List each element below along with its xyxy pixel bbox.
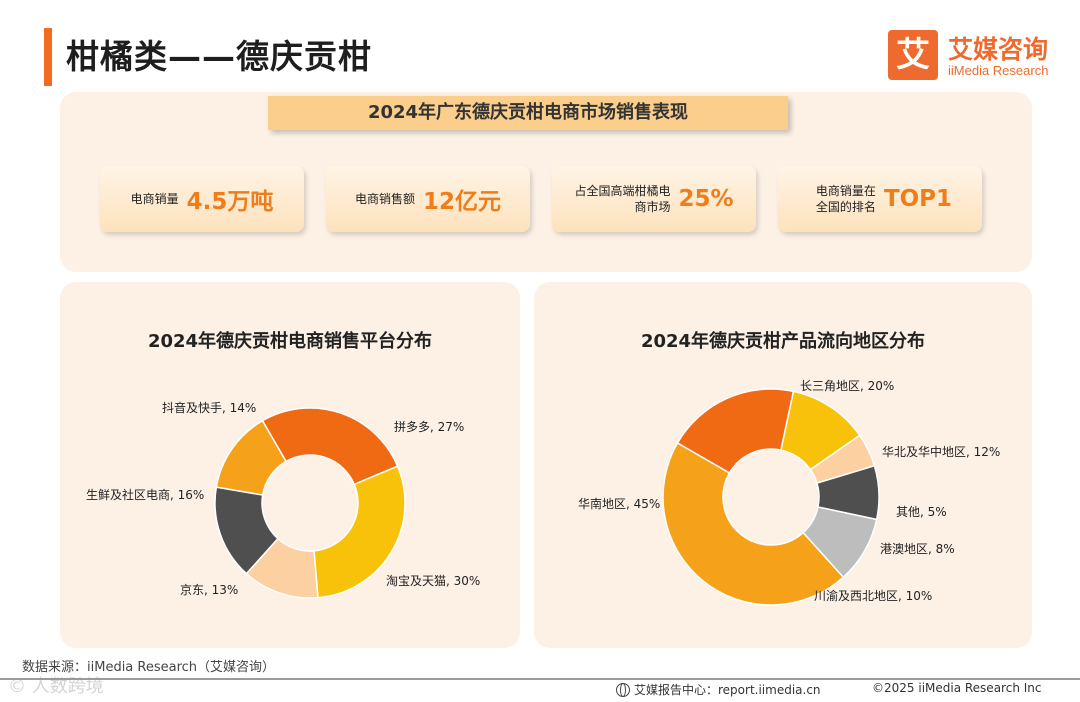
stat-card-volume: 电商销量 4.5万吨	[100, 166, 304, 232]
stat-label: 占全国高端柑橘电商市场	[574, 184, 671, 214]
donut-slice-拼多多	[261, 407, 399, 486]
data-source: 数据来源：iiMedia Research（艾媒咨询）	[22, 660, 276, 675]
footer-report-center: 艾媒报告中心：report.iimedia.cn	[616, 681, 821, 698]
slice-label: 京东, 13%	[180, 583, 238, 597]
chart-title: 2024年德庆贡柑电商销售平台分布	[147, 331, 433, 352]
slice-label: 其他, 5%	[896, 505, 947, 519]
slice-label: 港澳地区, 8%	[880, 542, 955, 556]
stat-label: 电商销量	[130, 192, 179, 206]
stat-value: 12亿元	[423, 189, 502, 215]
logo-mark: 艾	[888, 30, 938, 80]
slice-label: 川渝及西北地区, 10%	[814, 588, 932, 603]
stat-label: 电商销售额	[354, 192, 415, 206]
stat-value: TOP1	[883, 186, 953, 212]
watermark: © 人数跨境	[8, 676, 104, 697]
donut-slice-华南地区	[662, 441, 845, 606]
stat-card-ranking: 电商销量在全国的排名 TOP1	[778, 166, 982, 232]
slice-label: 生鲜及社区电商, 16%	[86, 487, 204, 502]
logo-name-cn: 艾媒咨询	[948, 35, 1049, 64]
stat-card-market-share: 占全国高端柑橘电商市场 25%	[552, 166, 756, 232]
slice-label: 华北及华中地区, 12%	[882, 444, 1000, 459]
chart-title: 2024年德庆贡柑产品流向地区分布	[640, 331, 926, 352]
donut-slice-抖音及快手	[215, 419, 288, 496]
footer-copyright: ©2025 iiMedia Research Inc	[872, 681, 1042, 695]
footer-divider	[0, 678, 1080, 680]
slice-label: 抖音及快手, 14%	[162, 400, 256, 415]
title-accent-bar	[44, 28, 52, 86]
stat-value: 4.5万吨	[186, 189, 274, 215]
summary-banner: 2024年广东德庆贡柑电商市场销售表现	[268, 96, 788, 130]
globe-icon	[616, 682, 630, 697]
platform-chart-panel: 2024年德庆贡柑电商销售平台分布 拼多多, 27% 淘宝及天猫, 30% 京东, …	[60, 282, 520, 648]
logo-name-en: iiMedia Research	[948, 63, 1049, 78]
region-donut-chart: 长三角地区, 20% 华北及华中地区, 12% 其他, 5% 港澳地区, 8% 川渝及西…	[578, 379, 1000, 606]
page-title: 柑橘类——德庆贡柑	[66, 37, 372, 76]
slice-label: 华南地区, 45%	[578, 496, 660, 511]
stat-label: 电商销量在全国的排名	[815, 184, 876, 214]
brand-logo: 艾 艾媒咨询 iiMedia Research	[888, 30, 1060, 84]
slice-label: 长三角地区, 20%	[800, 379, 894, 393]
stat-value: 25%	[678, 186, 734, 212]
slice-label: 淘宝及天猫, 30%	[386, 574, 480, 588]
stat-card-revenue: 电商销售额 12亿元	[326, 166, 530, 232]
donut-slice-淘宝及天猫	[313, 465, 406, 599]
footer-report-link[interactable]: 艾媒报告中心：report.iimedia.cn	[634, 683, 821, 697]
region-chart-panel: 2024年德庆贡柑产品流向地区分布 长三角地区, 20% 华北及华中地区, 12%…	[534, 282, 1032, 648]
slice-label: 拼多多, 27%	[394, 420, 464, 434]
donut-slice-长三角地区	[676, 388, 795, 475]
platform-donut-chart: 拼多多, 27% 淘宝及天猫, 30% 京东, 13% 生鲜及社区电商, 16% 抖音及…	[86, 400, 480, 599]
